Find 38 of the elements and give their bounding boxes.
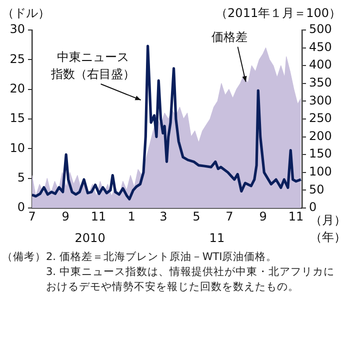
x-tick-label: 11 <box>288 209 304 224</box>
series-label: 中東ニュース指数（右目盛） <box>50 50 135 82</box>
y-tick-label: 5 <box>17 170 25 184</box>
x-tick-label: 11 <box>90 209 106 224</box>
text: （備考） <box>2 250 46 265</box>
x-tick-label: 1 <box>128 209 136 224</box>
y-tick-label: 30 <box>10 22 25 36</box>
x-tick-label: 5 <box>192 209 200 224</box>
y-tick-label: 25 <box>10 52 25 66</box>
y-tick-label: 20 <box>10 81 25 96</box>
text: 2. 価格差＝北海ブレント原油－WTI原油価格。 <box>46 250 278 265</box>
text: 2010 <box>74 231 106 246</box>
x-tick-label: 7 <box>226 209 234 224</box>
y-axis-title: （ドル） <box>2 6 50 20</box>
y2-tick-label: 200 <box>309 128 332 143</box>
text: 11 <box>209 231 225 246</box>
x-tick-label: 9 <box>259 209 267 224</box>
y2-tick-label: 350 <box>309 76 332 90</box>
x-tick-label: 7 <box>28 209 36 224</box>
y2-tick-label: 250 <box>309 111 332 126</box>
y2-tick-label: 100 <box>309 164 332 179</box>
series-label: 価格差 <box>212 30 248 44</box>
x-tick-label: 9 <box>62 209 70 224</box>
y2-tick-label: 150 <box>309 146 332 161</box>
y2-tick-label: 500 <box>309 22 332 36</box>
x-tick-label: 3 <box>160 209 168 224</box>
y-tick-label: 15 <box>10 111 25 126</box>
y2-tick-label: 400 <box>309 58 332 72</box>
y2-tick-label: 300 <box>309 93 332 108</box>
y2-tick-label: 50 <box>309 182 324 196</box>
y2-tick-label: 0 <box>309 200 317 214</box>
y2-axis-title: （2011年１月＝100） <box>216 6 341 20</box>
text: 3. 中東ニュース指数は、情報提供社が中東・北アフリカにおけるデモや情勢不安を報じた回数を数えたもの。 <box>46 265 336 295</box>
text: （年） <box>310 230 343 244</box>
x-axis-title: （月） <box>310 213 343 228</box>
y-tick-label: 10 <box>10 140 25 155</box>
y2-tick-label: 450 <box>309 40 332 54</box>
y-tick-label: 0 <box>17 200 25 214</box>
